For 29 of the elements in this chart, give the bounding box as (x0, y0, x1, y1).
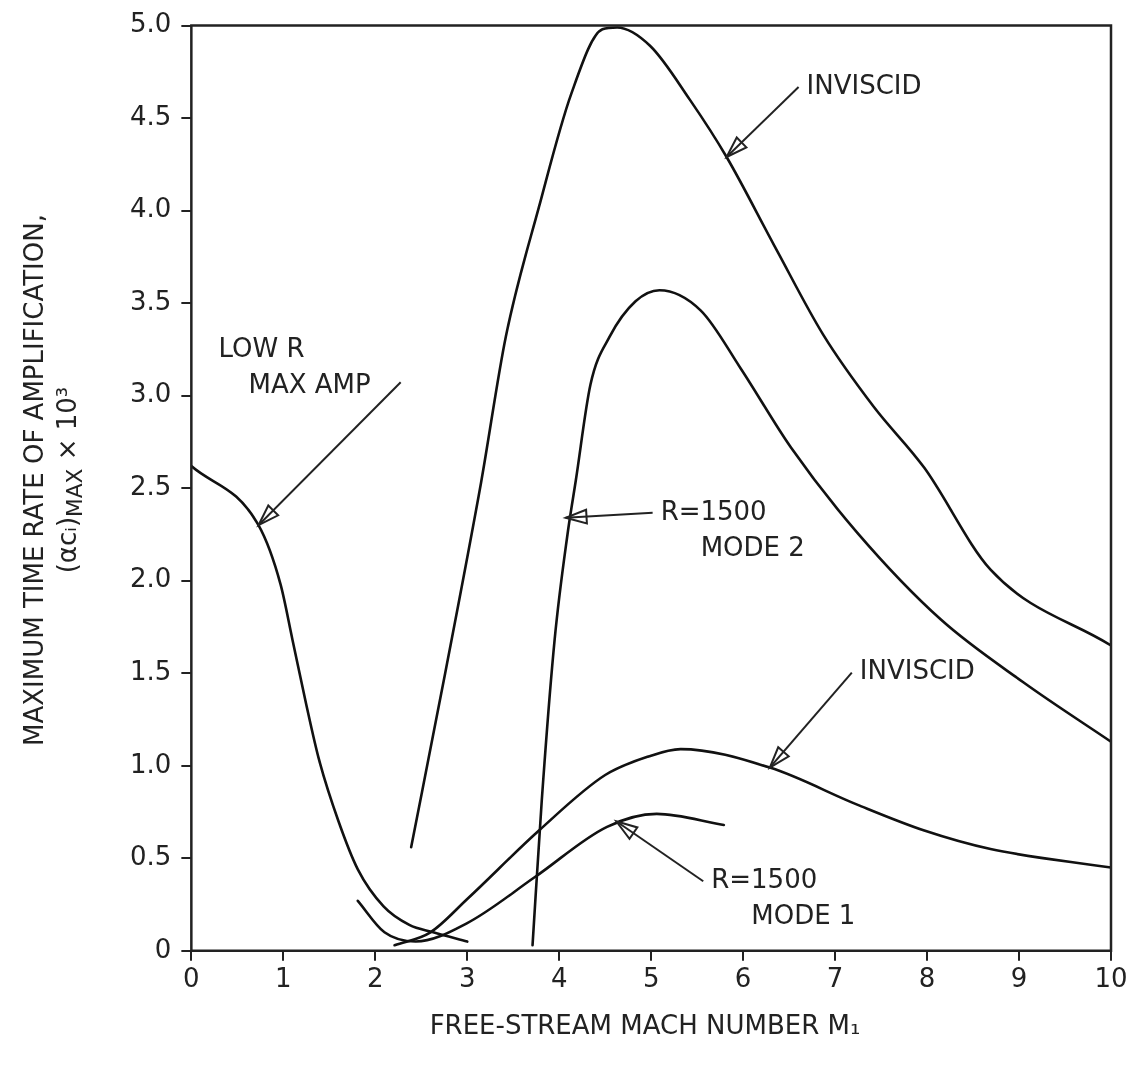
x-tick-label: 8 (918, 963, 936, 994)
x-tick-label: 4 (550, 963, 568, 994)
x-tick-label: 6 (734, 963, 752, 994)
y-tick-label: 0 (154, 933, 172, 964)
y-tick-label: 1.0 (129, 748, 172, 779)
x-tick-label: 5 (642, 963, 660, 994)
y-tick-label: 4.0 (129, 193, 172, 224)
annotation: INVISCID (806, 69, 922, 100)
x-tick-label: 10 (1094, 963, 1128, 994)
annotation: INVISCID (859, 655, 975, 686)
y-tick-label: 0.5 (129, 841, 172, 872)
x-tick-label: 0 (183, 963, 200, 994)
y-tick-label: 2.5 (129, 470, 172, 501)
x-tick-label: 3 (458, 963, 476, 994)
annotation: R=1500 MODE 1 (711, 864, 856, 931)
x-tick-label: 2 (367, 963, 384, 994)
y-tick-label: 1.5 (129, 655, 172, 686)
x-tick-label: 9 (1010, 963, 1028, 994)
annotation: LOW R MAX AMP (218, 332, 371, 399)
y-tick-label: 3.5 (129, 285, 172, 316)
annotation: R=1500 MODE 2 (660, 495, 805, 562)
y-tick-label: 2.0 (129, 563, 172, 594)
line-series (409, 26, 1111, 849)
y-tick-label: 5.0 (129, 8, 172, 39)
y-tick-label: 3.0 (129, 378, 172, 409)
x-axis-title: FREE-STREAM MACH NUMBER M₁ (428, 1010, 862, 1040)
x-tick-label: 1 (275, 963, 292, 994)
x-tick-label: 7 (826, 963, 844, 994)
y-tick-label: 4.5 (129, 100, 172, 131)
